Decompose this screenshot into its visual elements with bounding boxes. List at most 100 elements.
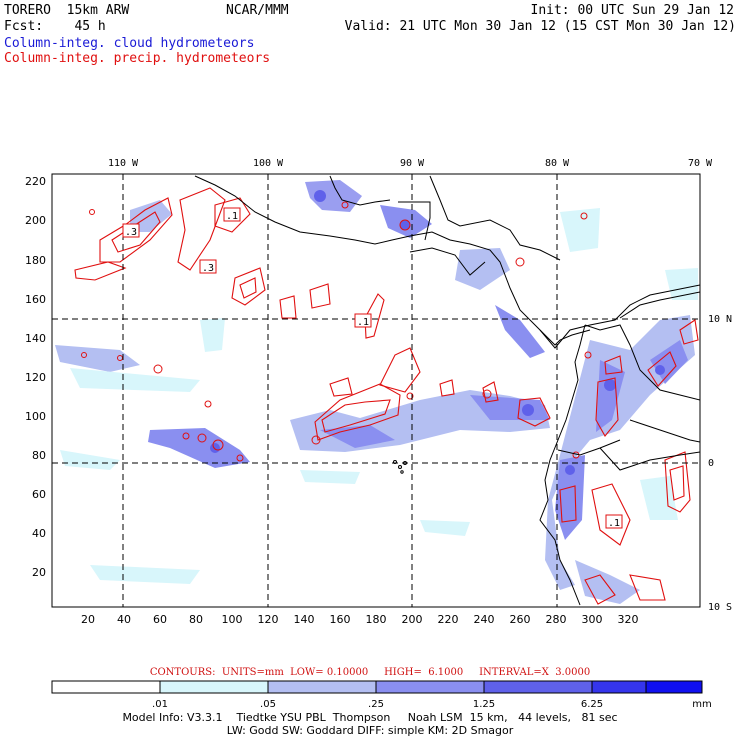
precip-contour	[559, 485, 577, 523]
y-tick: 160	[25, 293, 46, 306]
venezuela-coast	[619, 291, 700, 319]
colorbar-swatch	[51, 680, 161, 694]
precip-cell	[482, 389, 492, 399]
ecuador-border	[557, 439, 621, 456]
contour-label: .1	[608, 518, 620, 529]
precip-contour	[647, 351, 677, 387]
precip-cell	[399, 219, 411, 231]
colorbar-swatch	[267, 680, 377, 694]
precip-cell	[584, 351, 592, 359]
contour-label-boxes: .3 .1 .3 .1 .1	[122, 207, 623, 529]
colorbar-label: 1.25	[473, 699, 495, 710]
precip-contour	[591, 483, 631, 546]
panama-colombia-coast	[539, 329, 591, 346]
longitude-labels: 110 W 100 W 90 W 80 W 70 W	[108, 158, 713, 169]
x-tick: 180	[366, 613, 387, 626]
brazil-border	[629, 419, 700, 443]
colorbar-label: .01	[152, 699, 168, 710]
y-tick: 40	[32, 527, 46, 540]
precip-cell	[204, 400, 212, 408]
map-plot-area	[52, 174, 700, 607]
precip-cell	[182, 432, 190, 440]
gulf-coast	[329, 175, 391, 206]
cloud-core	[655, 365, 665, 375]
contour-label: .3	[202, 263, 214, 274]
colorbar-swatch	[159, 680, 269, 694]
x-tick: 60	[153, 613, 167, 626]
precip-cell	[406, 392, 414, 400]
precip-contour	[231, 267, 266, 306]
lat-label: 10 N	[708, 314, 732, 325]
precip-contour	[584, 574, 616, 605]
cloud-blob	[70, 368, 200, 392]
precip-cell	[89, 209, 95, 215]
precip-contour	[279, 295, 297, 319]
y-tick: 120	[25, 371, 46, 384]
cloud-core	[210, 443, 220, 453]
x-tick: 80	[189, 613, 203, 626]
colorbar-swatch	[483, 680, 593, 694]
contour-info: CONTOURS: UNITS=mm LOW= 0.10000 HIGH= 6.…	[149, 667, 591, 678]
map-frame	[51, 173, 701, 608]
cloud-blob	[148, 428, 250, 468]
x-tick: 280	[546, 613, 567, 626]
colorbar-swatch	[645, 680, 703, 694]
cloud-core	[565, 465, 575, 475]
lon-label: 110 W	[108, 158, 139, 169]
colorbar-swatch	[375, 680, 485, 694]
x-tick: 160	[330, 613, 351, 626]
lon-label: 90 W	[400, 158, 425, 169]
lat-label: 0	[708, 458, 714, 469]
cloud-blob	[300, 470, 360, 484]
precip-contour	[309, 283, 331, 309]
cloud-blob	[90, 565, 200, 584]
precip-contour	[74, 261, 127, 281]
galapagos-island	[398, 465, 402, 469]
cloud-blob	[555, 455, 585, 540]
cloud-blob	[640, 476, 678, 520]
colorbar-swatch	[591, 680, 647, 694]
precip-contour	[379, 347, 421, 393]
contour-label-box: .1	[605, 514, 623, 529]
contour-label-box: .1	[354, 313, 372, 328]
colorbar-labels: .01 .05 .25 1.25 6.25 mm	[152, 699, 712, 710]
cloud-blob	[545, 315, 695, 590]
precip-cell	[212, 439, 224, 451]
precip-contour	[314, 383, 401, 441]
colorbar-label: .25	[368, 699, 384, 710]
valid-time: Valid: 21 UTC Mon 30 Jan 12 (15 CST Mon …	[344, 19, 736, 34]
precip-contour	[679, 319, 699, 345]
y-tick: 180	[25, 254, 46, 267]
precip-cell	[197, 433, 207, 443]
cloud-blob	[560, 208, 600, 252]
cloud-core	[522, 404, 534, 416]
precip-contour	[364, 293, 385, 339]
cloud-shading	[55, 180, 698, 604]
colorbar-label: 6.25	[581, 699, 603, 710]
x-tick: 320	[618, 613, 639, 626]
contour-label-box: .3	[122, 223, 140, 238]
cloud-blob	[455, 248, 510, 290]
peru-border	[599, 447, 700, 471]
model-name: TORERO 15km ARW	[4, 3, 130, 18]
latitude-labels: 10 N 0 10 S	[708, 314, 732, 613]
precip-contour	[329, 377, 353, 397]
precip-cell	[515, 257, 525, 267]
precip-cell	[153, 364, 163, 374]
precip-cells	[81, 201, 592, 462]
precip-contour	[239, 277, 257, 299]
precip-contour	[664, 451, 691, 513]
lon-label: 100 W	[253, 158, 284, 169]
x-tick: 240	[474, 613, 495, 626]
precip-cell	[236, 454, 244, 462]
y-tick: 100	[25, 410, 46, 423]
precip-contour	[669, 465, 685, 501]
model-info-line1: Model Info: V3.3.1 Tiedtke YSU PBL Thomp…	[122, 711, 618, 724]
cloud-blob	[665, 268, 698, 300]
cloud-core	[604, 379, 616, 391]
contour-label-box: .1	[223, 207, 241, 222]
init-time: Init: 00 UTC Sun 29 Jan 12	[530, 3, 735, 18]
precip-contour	[629, 574, 666, 601]
x-tick: 260	[510, 613, 531, 626]
